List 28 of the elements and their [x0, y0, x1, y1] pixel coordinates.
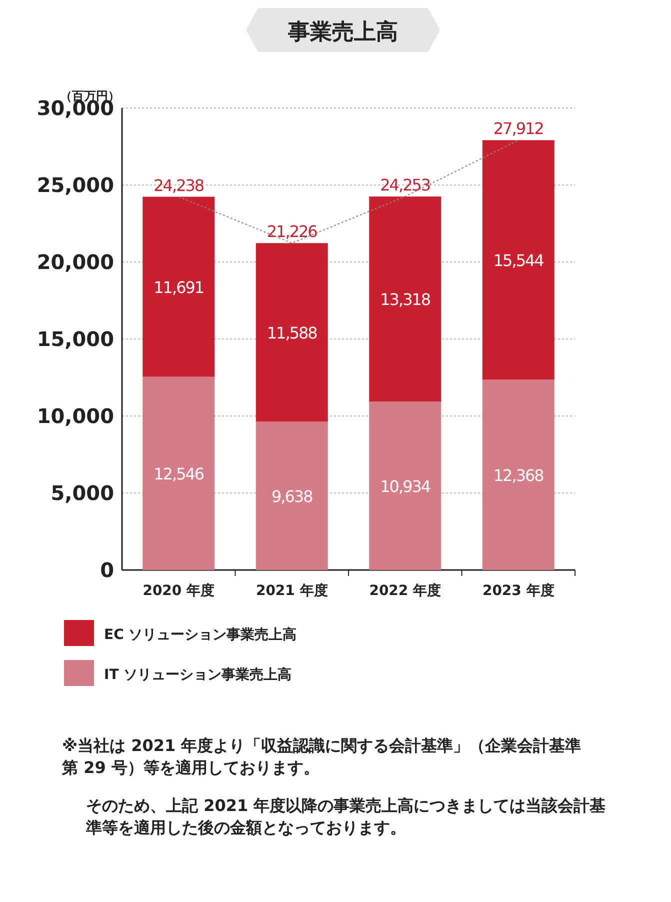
chart-title: 事業売上高: [287, 19, 398, 45]
x-tick-label: 2020 年度: [142, 582, 215, 599]
total-label: 27,912: [493, 119, 544, 138]
data-label: 15,544: [493, 250, 544, 270]
legend-label: IT ソリューション事業売上高: [104, 666, 292, 683]
total-label: 24,238: [154, 176, 204, 195]
data-label: 13,318: [380, 290, 431, 310]
y-tick-label: 5,000: [50, 481, 114, 505]
y-tick-label: 20,000: [36, 250, 114, 274]
y-tick-label: 25,000: [36, 173, 114, 197]
annotation: そのため、上記 2021 年度以降の事業売上高につきましては当該会計基準等を適用した後の金額となっております。: [86, 795, 606, 839]
data-label: 12,546: [154, 464, 204, 484]
y-tick-label: 15,000: [36, 327, 114, 351]
annotation: ※当社は 2021 年度より「収益認識に関する会計基準」（企業会計基準第 29 号）等を適用しております。: [62, 735, 582, 779]
data-label: 12,368: [493, 466, 544, 485]
data-label: 9,638: [271, 486, 314, 506]
title: 事業売上高: [246, 8, 440, 52]
x-tick-label: 2022 年度: [369, 582, 442, 599]
total-label: 24,253: [380, 176, 430, 195]
total-label: 21,226: [266, 222, 318, 242]
data-label: 11,588: [266, 323, 318, 342]
y-tick-label: 10,000: [36, 404, 114, 428]
x-tick-label: 2023 年度: [482, 582, 554, 599]
data-label: 11,691: [154, 278, 204, 297]
x-tick-label: 2021 年度: [256, 582, 328, 599]
data-label: 10,934: [380, 476, 431, 496]
legend-label: EC ソリューション事業売上高: [104, 626, 297, 643]
y-tick-label: 0: [100, 558, 114, 582]
